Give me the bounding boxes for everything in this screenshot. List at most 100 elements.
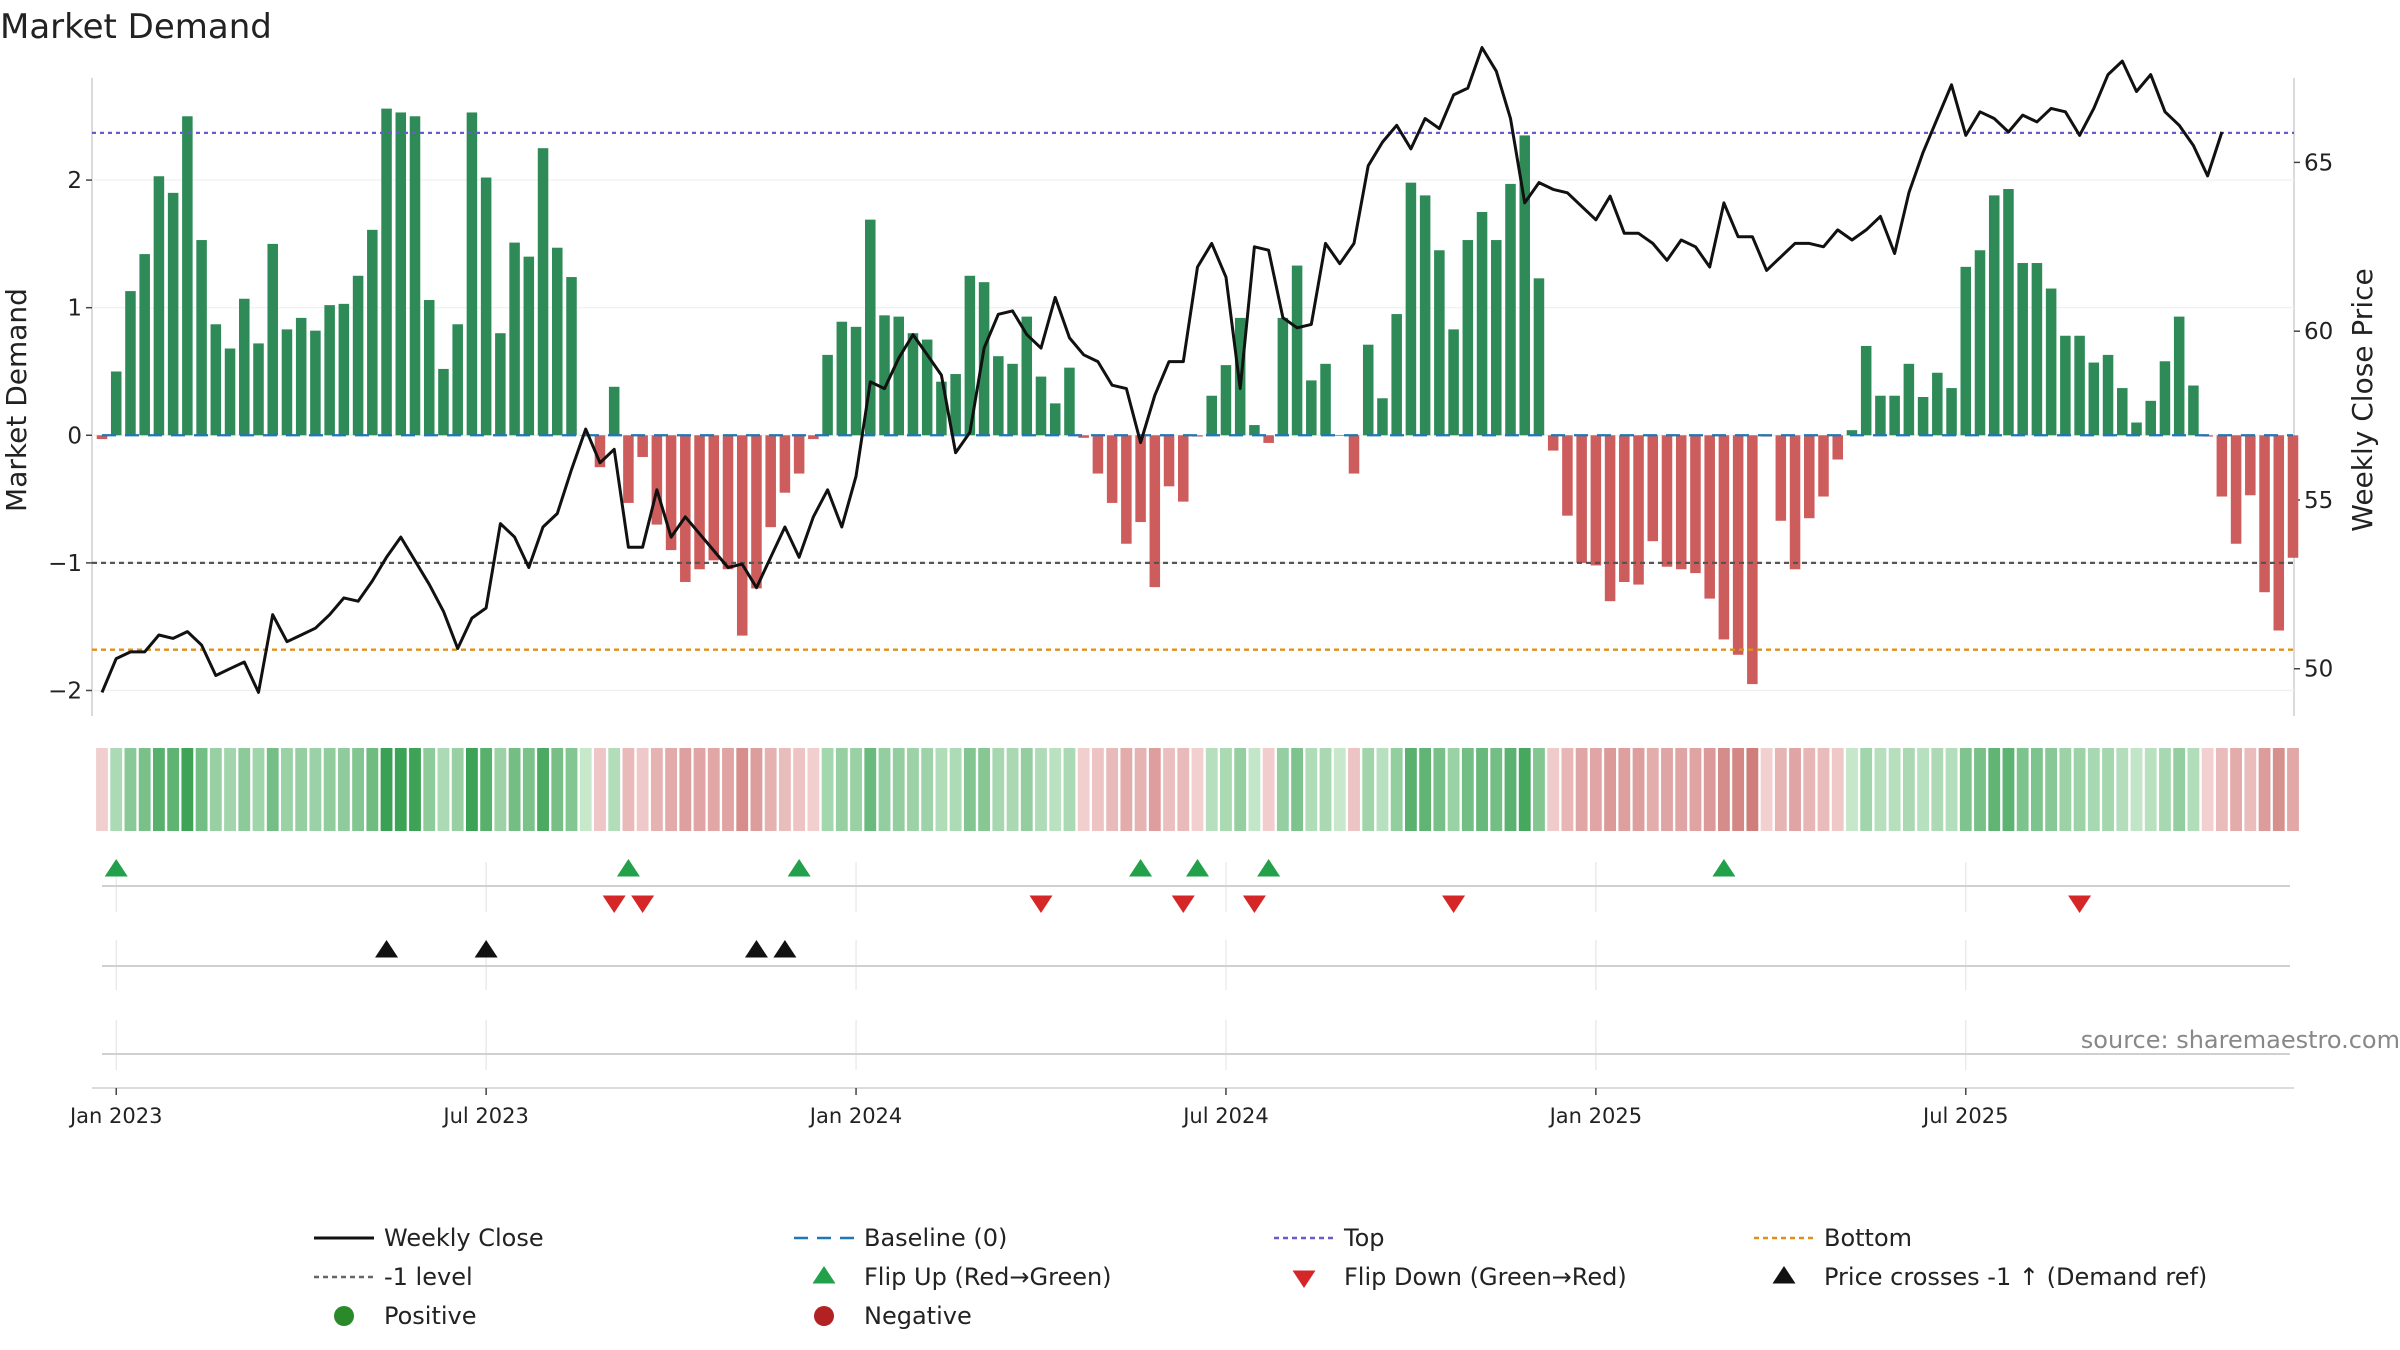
positive-demand-bar (1277, 317, 1289, 436)
negative-demand-bar (694, 435, 705, 570)
flip-down-marker (602, 895, 626, 913)
demand-strip-cell (465, 748, 478, 831)
demand-strip-cell (2258, 748, 2271, 831)
demand-strip-cell (2045, 748, 2058, 831)
positive-demand-bar (1462, 240, 1474, 436)
positive-demand-bar (1960, 266, 1972, 436)
positive-demand-bar (125, 291, 136, 436)
demand-strip-cell (1447, 748, 1460, 831)
demand-strip-cell (650, 748, 663, 831)
demand-strip-cell (1419, 748, 1432, 831)
demand-strip-cell (352, 748, 365, 831)
demand-strip-cell (1561, 748, 1574, 831)
y2-tick-label: 65 (2304, 150, 2333, 176)
demand-strip-cell (266, 748, 279, 831)
positive-demand-bar (253, 343, 264, 436)
demand-strip-cell (1817, 748, 1830, 831)
positive-demand-bar (495, 333, 506, 436)
demand-strip-cell (1376, 748, 1389, 831)
positive-demand-bar (879, 315, 890, 436)
positive-demand-bar (2145, 400, 2156, 436)
negative-demand-bar (665, 435, 677, 551)
flip-up-marker (1129, 859, 1153, 877)
negative-demand-bar (1590, 435, 1602, 566)
negative-demand-bar (1718, 435, 1730, 640)
flip-down-marker (1171, 895, 1195, 913)
negative-demand-bar (779, 435, 791, 493)
positive-demand-bar (893, 316, 904, 436)
flip-down-marker (1029, 895, 1053, 913)
demand-strip-cell (281, 748, 293, 831)
positive-demand-bar (1533, 278, 1545, 436)
negative-demand-bar (765, 435, 776, 528)
demand-strip-cell (508, 748, 521, 831)
demand-strip-cell (1063, 748, 1076, 831)
demand-strip-cell (366, 748, 379, 831)
demand-strip-cell (1689, 748, 1702, 831)
positive-demand-bar (1035, 376, 1047, 436)
legend-label: Weekly Close (384, 1224, 544, 1252)
demand-strip-cell (2215, 748, 2228, 831)
demand-strip-cell (1106, 748, 1119, 831)
legend-triangle-up-swatch (812, 1266, 836, 1284)
demand-strip-cell (2130, 748, 2143, 831)
demand-strip-cell (1547, 748, 1560, 831)
positive-demand-bar (110, 371, 122, 436)
positive-demand-bar (2188, 385, 2199, 436)
demand-strip-cell (2016, 748, 2029, 831)
demand-strip-cell (636, 748, 649, 831)
positive-demand-bar (1903, 363, 1915, 436)
main-plot: −2 −1 0 1 2 50 55 60 65 (48, 46, 2333, 716)
x-tick-label: Jul 2024 (1181, 1104, 1268, 1128)
negative-demand-bar (1675, 435, 1687, 570)
demand-strip-cell (750, 748, 763, 831)
negative-demand-bar (722, 435, 734, 570)
positive-demand-bar (1377, 398, 1388, 436)
demand-strip-cell (2230, 748, 2243, 831)
positive-demand-bar (1889, 395, 1900, 436)
demand-strip-cell (1589, 748, 1602, 831)
flip-down-marker (1442, 895, 1466, 913)
positive-demand-bar (1932, 372, 1943, 436)
legend: Weekly Close Baseline (0) Top Bottom -1 leve… (314, 1224, 2207, 1330)
demand-strip-cell (707, 748, 720, 831)
demand-strip-cell (138, 748, 151, 831)
flip-down-marker (1242, 895, 1266, 913)
negative-demand-bar (1576, 435, 1587, 563)
demand-strip-cell (1077, 748, 1090, 831)
positive-demand-bar (2060, 335, 2071, 436)
positive-demand-bar (2131, 422, 2142, 436)
demand-strip-cell (2287, 748, 2299, 831)
legend-circle-swatch (334, 1306, 354, 1326)
demand-strip-cell (1945, 748, 1958, 831)
demand-strip-cell (1220, 748, 1232, 831)
positive-demand-bar (182, 116, 193, 436)
negative-demand-bar (1178, 435, 1189, 502)
negative-demand-bar (1789, 435, 1801, 570)
demand-strip-cell (1276, 748, 1289, 831)
demand-strip-cell (1248, 748, 1261, 831)
positive-demand-bar (281, 329, 293, 436)
demand-strip-cell (1803, 748, 1816, 831)
demand-strip-cell (764, 748, 777, 831)
demand-strip-cell (949, 748, 962, 831)
negative-demand-bar (1106, 435, 1118, 503)
legend-label: Negative (864, 1302, 972, 1330)
legend-triangle-up-swatch (1772, 1266, 1796, 1284)
demand-strip-cell (1091, 748, 1104, 831)
demand-strip-cell (1917, 748, 1930, 831)
price-cross-marker (773, 940, 797, 958)
positive-demand-bar (452, 324, 463, 436)
flip-up-marker (1712, 859, 1736, 877)
demand-strip-cell (337, 748, 350, 831)
demand-strip-cell (1134, 748, 1147, 831)
demand-strip-cell (1846, 748, 1858, 831)
positive-demand-bar (2173, 316, 2185, 436)
positive-demand-bar (1007, 363, 1018, 436)
demand-strip-cell (565, 748, 578, 831)
demand-strip-cell (2102, 748, 2114, 831)
y-tick-label: 2 (67, 168, 82, 194)
negative-demand-bar (1619, 435, 1630, 583)
legend-label: Baseline (0) (864, 1224, 1007, 1252)
positive-demand-bar (2031, 263, 2043, 436)
